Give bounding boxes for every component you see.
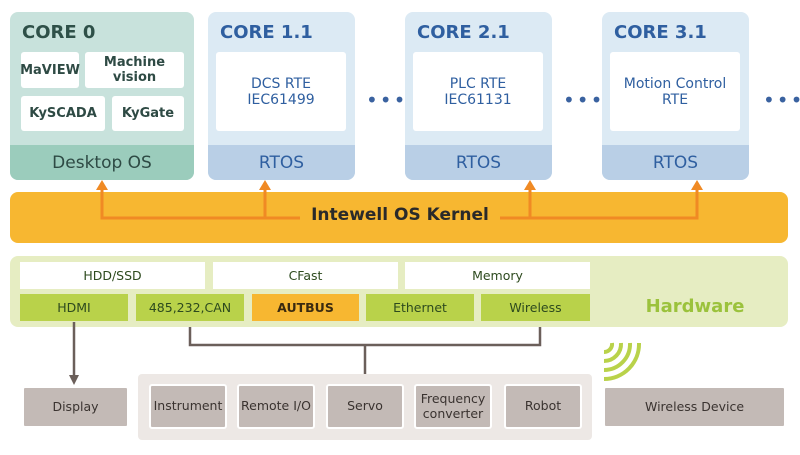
core-title: CORE 3.1 xyxy=(614,22,707,43)
core-title: CORE 0 xyxy=(22,22,96,43)
app-machine-vision: Machine vision xyxy=(85,52,184,88)
os-band: RTOS xyxy=(405,145,552,180)
os-band: RTOS xyxy=(602,145,749,180)
rte-name: DCS RTE xyxy=(251,75,311,92)
interface-wireless: Wireless xyxy=(481,294,590,321)
core-1-1: CORE 1.1 DCS RTE IEC61499 RTOS xyxy=(208,12,355,180)
core-3-1: CORE 3.1 Motion Control RTE RTOS xyxy=(602,12,749,180)
core-2-1: CORE 2.1 PLC RTE IEC61131 RTOS xyxy=(405,12,552,180)
rte-box: DCS RTE IEC61499 xyxy=(216,52,346,131)
device-remote-io: Remote I/O xyxy=(237,384,315,429)
storage-memory: Memory xyxy=(405,262,590,289)
os-band: RTOS xyxy=(208,145,355,180)
rte-box: PLC RTE IEC61131 xyxy=(413,52,543,131)
app-maview: MaVIEW xyxy=(20,52,80,88)
core-0: CORE 0 MaVIEW Machine vision KySCADA KyG… xyxy=(10,12,194,180)
device-wireless: Wireless Device xyxy=(603,386,786,428)
device-frequency-converter: Frequency converter xyxy=(414,384,492,429)
ellipsis: ••• xyxy=(763,88,800,112)
interface-serial-can: 485,232,CAN xyxy=(136,294,244,321)
core-title: CORE 2.1 xyxy=(417,22,510,43)
interface-ethernet: Ethernet xyxy=(366,294,474,321)
rte-name: Motion Control xyxy=(623,75,727,92)
rte-box: Motion Control RTE xyxy=(610,52,740,131)
kernel-label: Intewell OS Kernel xyxy=(311,205,489,225)
rte-standard: RTE xyxy=(661,91,689,108)
device-robot: Robot xyxy=(504,384,582,429)
device-display: Display xyxy=(22,386,129,428)
core-title: CORE 1.1 xyxy=(220,22,313,43)
rte-standard: IEC61131 xyxy=(444,91,512,108)
wireless-signal-icon xyxy=(603,342,642,381)
rte-standard: IEC61499 xyxy=(247,91,315,108)
os-band: Desktop OS xyxy=(10,145,194,180)
device-servo: Servo xyxy=(326,384,404,429)
device-instrument: Instrument xyxy=(149,384,227,429)
storage-cfast: CFast xyxy=(213,262,398,289)
app-kygate: KyGate xyxy=(112,96,184,131)
rte-name: PLC RTE xyxy=(449,75,507,92)
ellipsis: ••• xyxy=(563,88,605,112)
interface-autbus: AUTBUS xyxy=(252,294,359,321)
app-kyscada: KySCADA xyxy=(21,96,105,131)
hardware-label: Hardware xyxy=(645,296,745,317)
ellipsis: ••• xyxy=(366,88,408,112)
interface-hdmi: HDMI xyxy=(20,294,128,321)
storage-hdd-ssd: HDD/SSD xyxy=(20,262,205,289)
